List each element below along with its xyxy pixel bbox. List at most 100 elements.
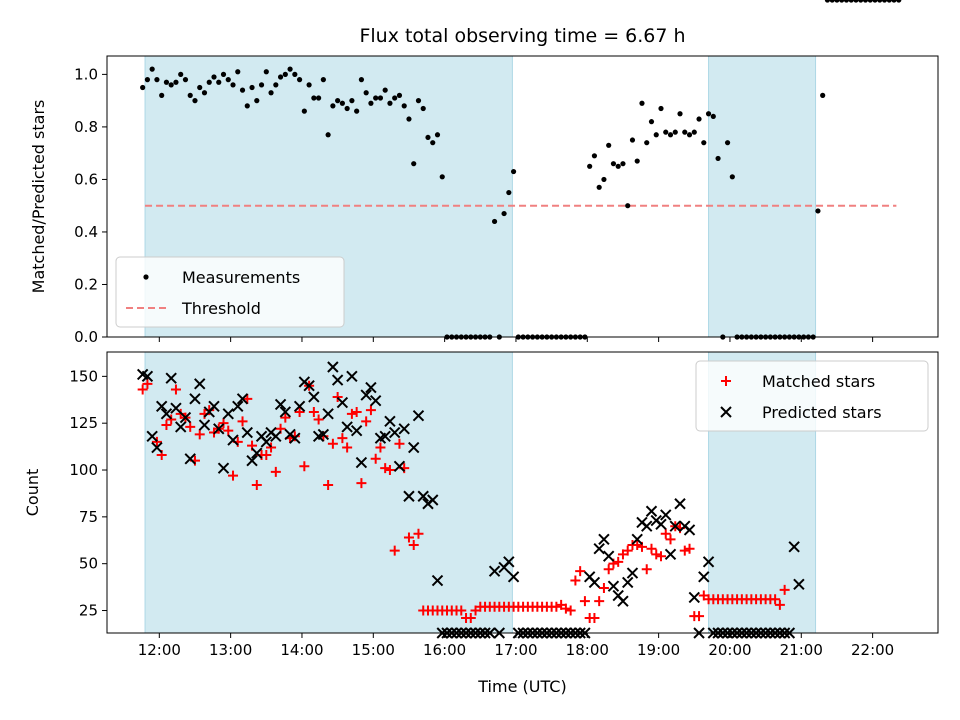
- data-point: [679, 545, 690, 556]
- data-point: [606, 142, 612, 148]
- data-point: [602, 550, 615, 562]
- data-point: [824, 0, 831, 3]
- y-tick-label: 150: [69, 367, 98, 385]
- x-tick-label: 18:00: [566, 641, 609, 659]
- data-point: [434, 132, 441, 138]
- data-point: [218, 418, 229, 429]
- data-point: [323, 480, 334, 491]
- data-point: [655, 518, 667, 531]
- data-point: [194, 429, 205, 440]
- data-point: [394, 438, 405, 449]
- data-point: [185, 421, 196, 432]
- data-point: [403, 490, 415, 502]
- data-point: [178, 71, 184, 77]
- data-point: [691, 129, 697, 135]
- data-point: [175, 421, 187, 433]
- data-point: [223, 425, 234, 436]
- y-tick-label: 0.8: [74, 118, 98, 136]
- shaded-interval-1: [708, 55, 817, 338]
- data-point: [384, 465, 395, 476]
- data-point: [663, 129, 669, 135]
- data-point: [658, 105, 664, 112]
- data-point: [669, 520, 681, 532]
- data-point: [392, 95, 398, 101]
- data-point: [710, 113, 716, 120]
- data-point: [456, 605, 467, 616]
- data-point: [350, 424, 363, 437]
- data-point: [408, 539, 419, 550]
- data-point: [406, 116, 412, 122]
- data-point: [363, 90, 369, 96]
- y-tick-label: 0.0: [74, 328, 98, 346]
- data-point: [260, 436, 273, 448]
- legend-box: [695, 360, 929, 432]
- data-point: [646, 543, 657, 554]
- data-point: [360, 389, 372, 401]
- data-point: [308, 391, 320, 403]
- data-point: [154, 77, 160, 83]
- data-point: [629, 137, 636, 143]
- data-point: [696, 116, 702, 122]
- data-point: [222, 408, 234, 420]
- data-point: [591, 153, 598, 159]
- data-point: [313, 414, 324, 425]
- data-point: [161, 420, 172, 431]
- data-point: [241, 426, 253, 439]
- data-point: [607, 580, 620, 592]
- data-point: [274, 398, 287, 411]
- data-point: [277, 74, 284, 80]
- data-point: [337, 433, 348, 444]
- data-point: [382, 87, 388, 93]
- data-point: [365, 405, 376, 416]
- x-tick-label: 17:00: [494, 641, 537, 659]
- data-point: [370, 453, 381, 464]
- data-point: [465, 613, 476, 624]
- data-point: [339, 100, 345, 106]
- data-point: [299, 461, 310, 472]
- data-point: [201, 90, 208, 96]
- data-point: [155, 400, 168, 413]
- y-tick-label: 100: [69, 461, 98, 479]
- data-point: [665, 534, 676, 545]
- data-point: [684, 543, 695, 554]
- data-point: [510, 168, 517, 175]
- data-point: [425, 134, 431, 141]
- data-point: [677, 111, 683, 117]
- data-point: [251, 480, 262, 491]
- data-point: [331, 374, 344, 386]
- data-point: [301, 108, 307, 114]
- data-point: [415, 98, 422, 104]
- data-point: [622, 576, 634, 589]
- data-point: [351, 406, 362, 417]
- y-tick-label: 1.0: [74, 65, 98, 83]
- data-point: [235, 69, 241, 75]
- legend: Matched stars Predicted stars: [695, 360, 929, 432]
- data-point: [648, 119, 655, 125]
- data-point: [705, 111, 712, 117]
- data-point: [236, 393, 249, 405]
- data-point: [369, 394, 382, 407]
- data-point: [506, 189, 512, 196]
- data-point: [664, 548, 677, 561]
- data-point: [896, 0, 902, 3]
- data-point: [280, 412, 291, 423]
- data-point: [249, 84, 255, 91]
- x-tick-label: 16:00: [423, 641, 466, 659]
- legend-marker: [143, 274, 149, 280]
- data-point: [140, 84, 146, 91]
- data-point: [622, 545, 633, 556]
- data-point: [834, 0, 840, 3]
- data-point: [774, 599, 785, 610]
- data-point: [641, 520, 653, 532]
- data-point: [346, 370, 358, 383]
- data-point: [872, 0, 878, 3]
- data-point: [503, 556, 515, 568]
- legend-label: Matched stars: [762, 372, 875, 391]
- data-point: [227, 434, 239, 446]
- data-point: [408, 441, 420, 454]
- data-point: [332, 391, 343, 402]
- data-point: [341, 421, 353, 433]
- data-point: [306, 82, 312, 88]
- data-point: [601, 176, 607, 183]
